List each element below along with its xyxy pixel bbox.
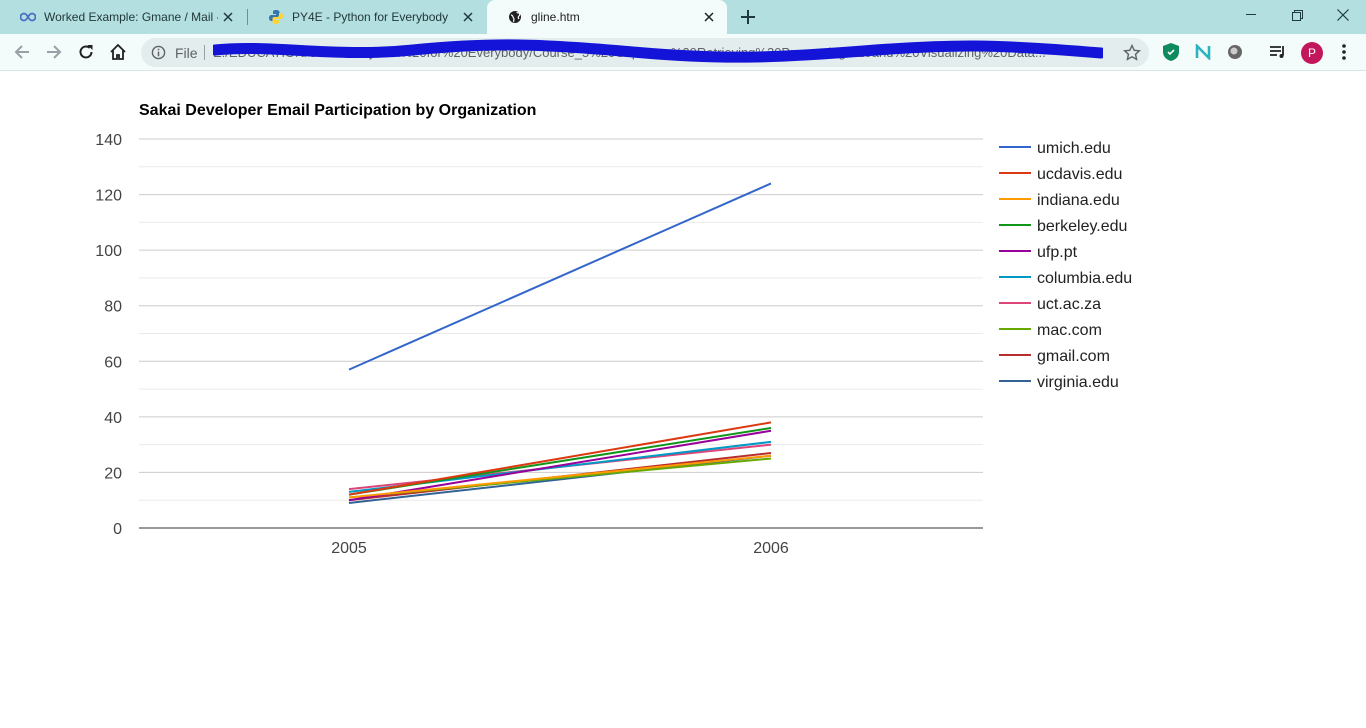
legend-label: ufp.pt xyxy=(1037,244,1078,261)
y-tick-label: 20 xyxy=(104,465,122,482)
y-tick-label: 100 xyxy=(95,243,122,260)
minimize-icon xyxy=(1246,14,1256,15)
close-icon[interactable] xyxy=(458,7,478,27)
legend-item[interactable]: virginia.edu xyxy=(999,374,1119,391)
close-icon[interactable] xyxy=(699,7,719,27)
y-tick-label: 120 xyxy=(95,188,122,205)
legend-item[interactable]: uct.ac.za xyxy=(999,296,1101,313)
y-tick-label: 40 xyxy=(104,410,122,427)
x-tick-label: 2006 xyxy=(753,540,789,557)
x-tick-label: 2005 xyxy=(331,540,367,557)
legend-item[interactable]: ucdavis.edu xyxy=(999,166,1122,183)
n-extension-icon[interactable] xyxy=(1193,42,1213,62)
y-tick-label: 0 xyxy=(113,521,122,538)
close-window-button[interactable] xyxy=(1320,0,1366,30)
chart-title: Sakai Developer Email Participation by O… xyxy=(139,102,536,119)
legend-item[interactable]: berkeley.edu xyxy=(999,218,1127,235)
grid-lines xyxy=(139,138,983,501)
plus-icon xyxy=(741,10,755,24)
tab-gline[interactable]: gline.htm xyxy=(487,0,727,34)
profile-avatar[interactable]: P xyxy=(1301,42,1323,64)
legend-label: mac.com xyxy=(1037,322,1102,339)
arrow-left-icon xyxy=(14,45,29,59)
legend-label: ucdavis.edu xyxy=(1037,166,1122,183)
line-chart: Sakai Developer Email Participation by O… xyxy=(95,102,1132,557)
close-icon[interactable] xyxy=(218,7,238,27)
info-icon[interactable] xyxy=(151,45,166,60)
address-bar[interactable]: File E:/EDUCATION/Courses/Python%20for%2… xyxy=(141,38,1149,67)
reload-button[interactable] xyxy=(72,38,100,66)
reload-icon xyxy=(79,45,93,59)
legend-item[interactable]: columbia.edu xyxy=(999,270,1132,287)
tab-title: PY4E - Python for Everybody xyxy=(292,10,449,24)
tab-strip: Worked Example: Gmane / Mail - PY4E - Py… xyxy=(0,0,1366,34)
circle-extension-icon[interactable] xyxy=(1225,42,1245,62)
tab-py4e[interactable]: PY4E - Python for Everybody xyxy=(248,0,486,34)
scheme-label: File xyxy=(175,45,198,61)
legend-item[interactable]: gmail.com xyxy=(999,348,1110,365)
series-line-indiana-edu[interactable] xyxy=(348,454,772,499)
globe-icon xyxy=(507,9,523,25)
legend-label: uct.ac.za xyxy=(1037,296,1101,313)
y-axis-ticks: 0 20 40 60 80 100 120 140 xyxy=(95,132,122,538)
home-button[interactable] xyxy=(104,38,132,66)
restore-icon xyxy=(1291,9,1303,21)
back-button[interactable] xyxy=(8,38,36,66)
legend: umich.edu ucdavis.edu indiana.edu berkeley.… xyxy=(999,140,1132,391)
y-tick-label: 80 xyxy=(104,299,122,316)
kebab-menu-icon[interactable] xyxy=(1334,42,1354,62)
legend-label: indiana.edu xyxy=(1037,192,1120,209)
tab-separator xyxy=(247,9,248,25)
legend-item[interactable]: umich.edu xyxy=(999,140,1111,157)
python-icon xyxy=(268,9,284,25)
forward-button[interactable] xyxy=(40,38,68,66)
legend-label: virginia.edu xyxy=(1037,374,1119,391)
tab-title: Worked Example: Gmane / Mail - xyxy=(44,10,218,24)
star-icon[interactable] xyxy=(1123,44,1141,62)
minimize-button[interactable] xyxy=(1228,0,1274,30)
legend-item[interactable]: ufp.pt xyxy=(999,244,1078,261)
series-line-ufp-pt[interactable] xyxy=(348,429,772,502)
series-lines xyxy=(348,182,772,504)
restore-button[interactable] xyxy=(1274,0,1320,30)
y-tick-label: 60 xyxy=(104,354,122,371)
legend-label: berkeley.edu xyxy=(1037,218,1127,235)
omnibox-divider xyxy=(204,45,205,60)
home-icon xyxy=(110,43,126,60)
legend-item[interactable]: indiana.edu xyxy=(999,192,1120,209)
media-queue-icon[interactable] xyxy=(1268,42,1288,62)
redaction-scribble xyxy=(213,39,1103,63)
legend-label: gmail.com xyxy=(1037,348,1110,365)
series-line-ucdavis-edu[interactable] xyxy=(348,421,772,496)
close-icon xyxy=(1337,9,1349,21)
shield-extension-icon[interactable] xyxy=(1161,42,1181,62)
series-line-umich-edu[interactable] xyxy=(348,182,772,371)
legend-label: umich.edu xyxy=(1037,140,1111,157)
new-tab-button[interactable] xyxy=(737,6,759,28)
legend-label: columbia.edu xyxy=(1037,270,1132,287)
legend-item[interactable]: mac.com xyxy=(999,322,1102,339)
tab-title: gline.htm xyxy=(531,10,580,24)
y-tick-label: 140 xyxy=(95,132,122,149)
browser-toolbar: File E:/EDUCATION/Courses/Python%20for%2… xyxy=(0,34,1366,71)
x-axis-ticks: 2005 2006 xyxy=(331,540,789,557)
tab-worked-example[interactable]: Worked Example: Gmane / Mail - xyxy=(0,0,246,34)
arrow-right-icon xyxy=(47,45,62,59)
infinity-icon xyxy=(20,9,36,25)
